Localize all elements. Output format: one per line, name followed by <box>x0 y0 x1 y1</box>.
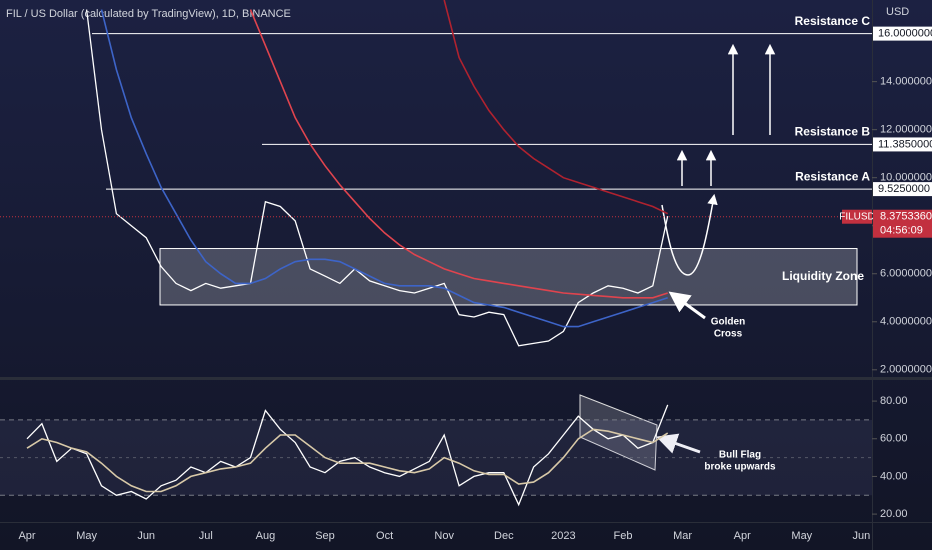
currency: USD <box>886 6 909 18</box>
y-tick-label: 60.00 <box>880 433 908 445</box>
countdown: 04:56:09 <box>880 225 923 237</box>
level-label: 9.5250000 <box>878 183 930 195</box>
liquidity-zone <box>159 248 858 306</box>
x-tick-label: Aug <box>256 530 276 542</box>
y-tick-label: 12.0000000 <box>880 124 932 136</box>
symbol-box <box>842 209 872 224</box>
plot <box>26 404 669 507</box>
y-tick-label: 10.0000000 <box>880 172 932 184</box>
last-price: 8.3753360 <box>880 211 932 223</box>
level-text: Resistance A <box>795 169 870 183</box>
chart-title: FIL / US Dollar (calculated by TradingVi… <box>6 8 291 20</box>
series-line <box>26 428 669 493</box>
series-line <box>100 9 668 328</box>
symbol: FILUSD <box>839 211 875 222</box>
x-tick-label: Oct <box>376 530 393 542</box>
y-tick-label: 40.00 <box>880 470 908 482</box>
x-tick-label: Jun <box>137 530 155 542</box>
annotation: Bull Flag <box>719 450 761 461</box>
level-label-box <box>873 137 932 152</box>
x-tick-label: Nov <box>434 530 454 542</box>
x-tick-label: May <box>76 530 97 542</box>
annotation: Cross <box>714 329 743 340</box>
level-label-box <box>873 26 932 41</box>
projection <box>656 43 776 454</box>
last-price-box <box>873 209 932 238</box>
y-tick-label: 2.0000000 <box>880 364 932 376</box>
zone-label: Liquidity Zone <box>782 269 864 283</box>
x-tick-label: 2023 <box>551 530 575 542</box>
y-tick-label: 14.0000000 <box>880 76 932 88</box>
y-tick-label: 6.0000000 <box>880 268 932 280</box>
series-line <box>249 9 668 299</box>
y-tick-label: 80.00 <box>880 395 908 407</box>
series-line <box>85 9 669 347</box>
series-line <box>443 0 669 215</box>
bull-flag <box>579 394 658 471</box>
x-tick-label: Jul <box>199 530 213 542</box>
x-tick-label: Apr <box>18 530 35 542</box>
level-label: 11.3850000 <box>878 138 932 150</box>
annotation: Golden <box>711 317 745 328</box>
level-label-box <box>873 182 932 197</box>
annotation: broke upwards <box>704 462 776 473</box>
y-tick-label: 4.0000000 <box>880 316 932 328</box>
x-tick-label: Dec <box>494 530 514 542</box>
x-tick-label: Feb <box>614 530 633 542</box>
level-text: Resistance C <box>795 14 871 28</box>
x-tick-label: Mar <box>673 530 692 542</box>
y-tick-label: 20.00 <box>880 508 908 520</box>
x-tick-label: Apr <box>734 530 751 542</box>
x-tick-label: May <box>791 530 812 542</box>
x-tick-label: Jun <box>853 530 871 542</box>
series-line <box>26 404 669 507</box>
plot <box>85 0 669 347</box>
level-label: 16.0000000 <box>878 28 932 40</box>
x-tick-label: Sep <box>315 530 335 542</box>
level-text: Resistance B <box>795 125 871 139</box>
